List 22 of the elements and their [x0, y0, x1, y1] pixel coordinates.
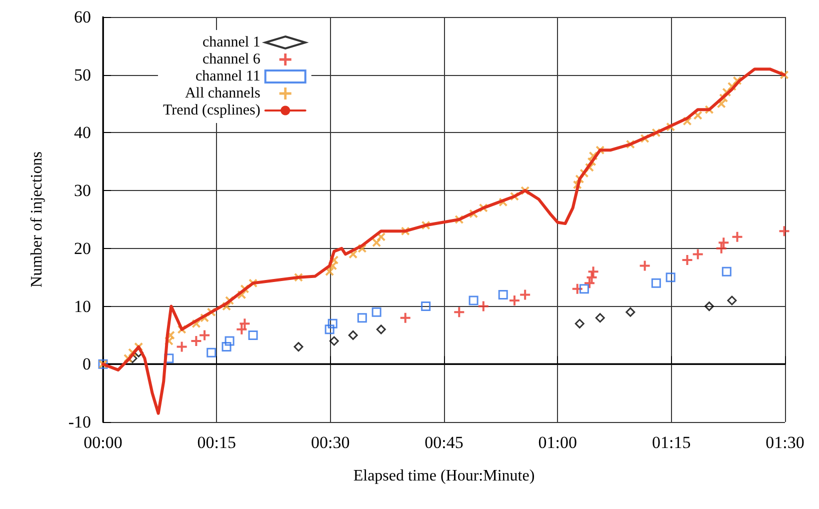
y-axis-title: Number of injections — [28, 152, 46, 288]
x-tick-label: 01:30 — [766, 433, 804, 452]
y-tick-label: 60 — [74, 8, 91, 26]
x-axis-title: Elapsed time (Hour:Minute) — [353, 468, 535, 484]
y-tick-label: 40 — [74, 123, 91, 142]
y-tick-label: 30 — [74, 181, 91, 200]
y-tick-label: -10 — [68, 412, 91, 432]
legend-label: All channels — [184, 86, 261, 102]
legend-label: channel 11 — [196, 68, 260, 84]
y-tick-label: 0 — [82, 354, 91, 374]
legend-label: channel 6 — [202, 52, 261, 68]
x-tick-label: 00:00 — [84, 433, 122, 452]
x-tick-label: 00:45 — [424, 433, 464, 452]
y-tick-label: 10 — [74, 296, 91, 316]
legend-label: channel 1 — [202, 34, 260, 50]
x-tick-label: 01:15 — [652, 433, 691, 452]
legend-label: Trend (csplines) — [162, 102, 260, 118]
x-tick-label: 00:15 — [197, 433, 236, 452]
y-tick-label: 20 — [74, 238, 91, 258]
x-tick-label: 00:30 — [310, 433, 350, 452]
y-tick-label: 50 — [74, 65, 91, 84]
x-tick-label: 01:00 — [538, 433, 578, 452]
